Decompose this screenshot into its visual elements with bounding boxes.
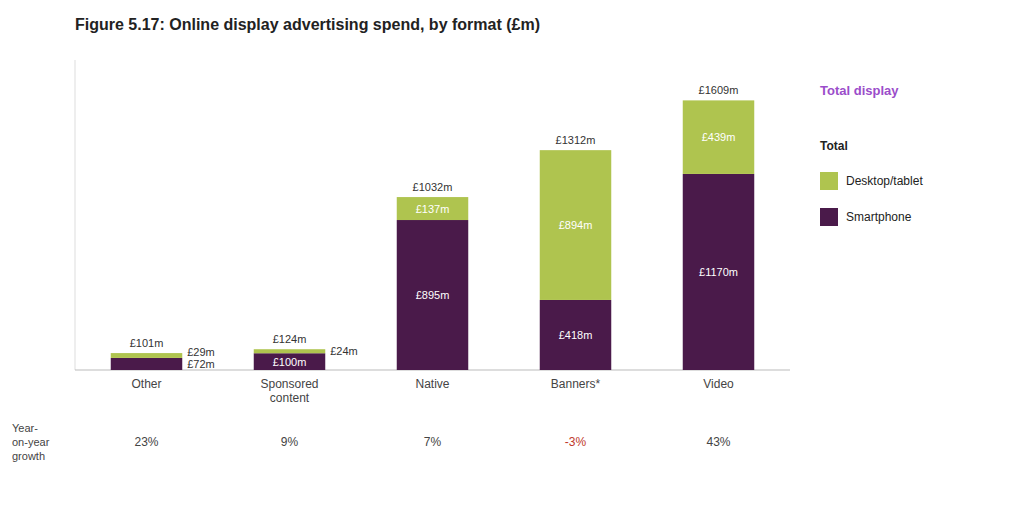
yoy-value: 9%	[281, 435, 299, 449]
bar-segment	[540, 150, 612, 300]
total-label: £101m	[130, 337, 164, 349]
legend-label: Smartphone	[846, 210, 912, 224]
y-axis-line	[75, 60, 76, 370]
x-tick-label: Sponsoredcontent	[260, 377, 318, 405]
legend-title: Total display	[820, 83, 899, 98]
segment-label: £894m	[559, 219, 593, 231]
text-line: growth	[12, 450, 45, 462]
bar-segment	[254, 353, 326, 370]
yoy-row: Year-on-year growth 23% 9% 7% -3% 43%	[12, 422, 731, 462]
bar-segment	[111, 353, 183, 358]
total-label: £124m	[273, 333, 307, 345]
chart-svg: Figure 5.17: Online display advertising …	[0, 0, 1032, 511]
bar-segment	[397, 220, 469, 370]
segment-label: £439m	[702, 131, 736, 143]
segment-label: £1170m	[699, 266, 738, 278]
segment-label: £137m	[416, 203, 450, 215]
x-tick-label: Banners*	[551, 377, 601, 391]
x-tick-label: Native	[415, 377, 449, 391]
chart-container: Figure 5.17: Online display advertising …	[0, 0, 1032, 511]
segment-label: £895m	[416, 289, 450, 301]
text-line: Banners*	[551, 377, 601, 391]
bars	[111, 100, 755, 370]
yoy-value: 7%	[424, 435, 442, 449]
legend-swatch	[820, 172, 838, 190]
bar-segment	[683, 174, 755, 370]
text-line: content	[270, 391, 310, 405]
x-tick-label: Other	[131, 377, 161, 391]
text-line: Sponsored	[260, 377, 318, 391]
text-line: Year-	[12, 422, 38, 434]
segment-label: £24m	[330, 345, 358, 357]
legend-swatch	[820, 208, 838, 226]
text-line: Native	[415, 377, 449, 391]
segment-label: £100m	[273, 356, 307, 368]
bar-segment	[397, 197, 469, 220]
legend-label: Desktop/tablet	[846, 174, 923, 188]
yoy-value: -3%	[565, 435, 587, 449]
x-tick-labels: Other Sponsoredcontent Native Banners* Video	[131, 377, 734, 405]
yoy-label: Year-on-year growth	[12, 422, 50, 462]
bar-segment	[540, 300, 612, 370]
yoy-value: 23%	[134, 435, 158, 449]
data-labels: £72m £100m £895m £418m £1170m £29m £24m £137m £8…	[130, 84, 739, 370]
segment-label: £418m	[559, 329, 593, 341]
segment-label: £29m	[187, 346, 215, 358]
legend: Total display Total Desktop/tablet Smartpho…	[820, 83, 923, 226]
total-label: £1312m	[556, 134, 596, 146]
x-tick-label: Video	[703, 377, 734, 391]
bar-segment	[254, 349, 326, 353]
yoy-value: 43%	[706, 435, 730, 449]
legend-subtitle: Total	[820, 139, 848, 153]
chart-title: Figure 5.17: Online display advertising …	[75, 16, 540, 33]
segment-label: £72m	[187, 358, 215, 370]
text-line: Video	[703, 377, 734, 391]
text-line: Other	[131, 377, 161, 391]
total-label: £1609m	[699, 84, 739, 96]
bar-segment	[683, 100, 755, 174]
text-line: on-year	[12, 436, 50, 448]
total-label: £1032m	[413, 181, 453, 193]
bar-segment	[111, 358, 183, 370]
